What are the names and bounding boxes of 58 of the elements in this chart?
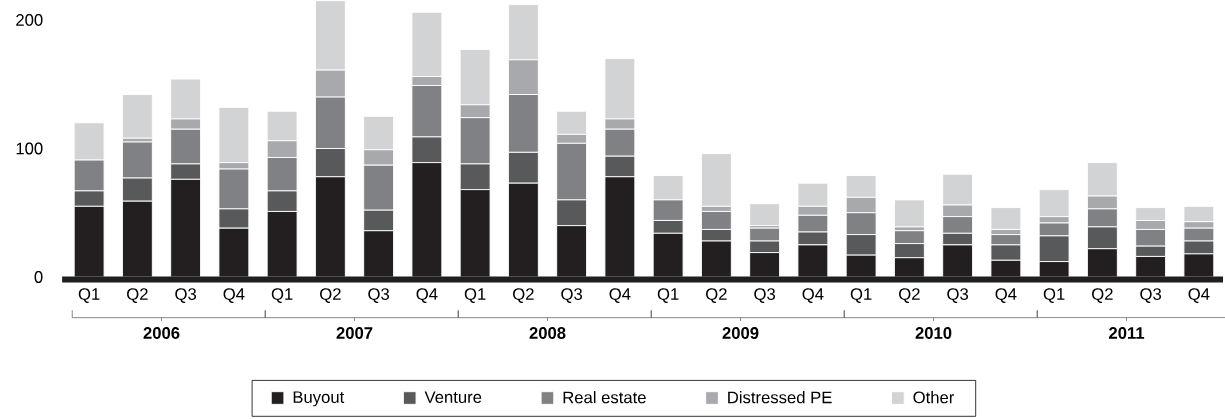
bar: [604, 58, 636, 120]
text: 2011: [1109, 327, 1145, 339]
bar: [990, 207, 1022, 230]
x-tick-label: Q4: [416, 288, 438, 303]
legend-label: Distressed PE: [728, 391, 832, 404]
x-tick-label: Q3: [175, 288, 197, 303]
x-tick-label: Q1: [464, 288, 486, 303]
bar: [749, 203, 781, 227]
bar: [363, 115, 395, 151]
x-tick-label: Q4: [1188, 288, 1210, 303]
x-tick-label: Q4: [802, 288, 824, 303]
x-tick-label: Q3: [561, 288, 583, 303]
x-tick-label: Q3: [1140, 288, 1162, 303]
y-tick-label: 200: [16, 14, 43, 26]
legend-label: Real estate: [563, 391, 646, 404]
x-tick-label: Q3: [368, 288, 390, 303]
text: 2009: [722, 327, 759, 339]
text: 2008: [529, 327, 566, 339]
bar: [1038, 189, 1070, 218]
text: 2006: [143, 327, 180, 339]
bar: [459, 49, 491, 106]
text: 2007: [336, 327, 373, 339]
text: 2010: [915, 327, 952, 339]
bar: [73, 122, 105, 161]
x-tick-label: Q1: [657, 288, 679, 303]
x-tick-label: Q4: [609, 288, 631, 303]
bar: [700, 153, 732, 207]
x-tick-label: Q2: [127, 288, 148, 303]
x-tick-label: Q2: [706, 288, 727, 303]
bar: [411, 11, 443, 77]
legend-label: Other: [913, 391, 955, 404]
x-tick-label: Q1: [850, 288, 872, 303]
x-tick-label: Q3: [754, 288, 776, 303]
bar: [218, 106, 250, 164]
x-tick-label: Q2: [1092, 288, 1113, 303]
bar: [121, 94, 153, 139]
x-tick-label: Q3: [947, 288, 969, 303]
bar: [893, 199, 925, 228]
bar: [507, 4, 539, 61]
bar: [314, 0, 346, 71]
x-tick-label: Q2: [320, 288, 341, 303]
bar: [1086, 162, 1118, 197]
x-tick-label: Q2: [513, 288, 534, 303]
x-tick-label: Q1: [78, 288, 100, 303]
bar: [942, 173, 974, 206]
y-tick-label: 0: [34, 271, 43, 283]
bar: [556, 110, 588, 135]
x-tick-label: Q4: [995, 288, 1017, 303]
legend-label: Venture: [424, 391, 482, 404]
x-tick-label: Q1: [271, 288, 293, 303]
y-tick-label: 100: [16, 142, 43, 155]
bar: [845, 175, 877, 198]
x-tick-label: Q2: [899, 288, 920, 303]
legend-label: Buyout: [293, 391, 345, 407]
bar: [1135, 207, 1167, 221]
bar: [170, 78, 202, 120]
x-tick-label: Q1: [1043, 288, 1065, 303]
x-tick-label: Q4: [223, 288, 245, 303]
